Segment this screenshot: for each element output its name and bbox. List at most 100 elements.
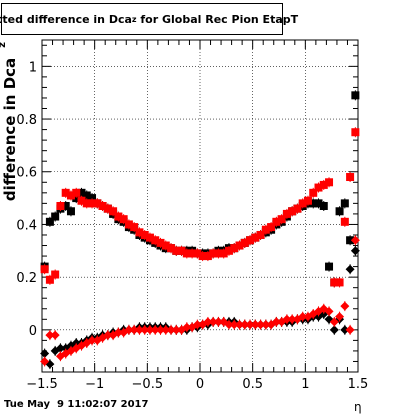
data-point [309, 188, 318, 197]
data-point [324, 306, 334, 316]
data-point [314, 199, 323, 208]
data-point [192, 320, 202, 330]
data-point [229, 320, 239, 330]
data-point [140, 325, 150, 335]
data-point [103, 204, 112, 213]
data-point [129, 325, 139, 335]
data-point [114, 212, 123, 221]
data-point [282, 209, 291, 218]
data-point [172, 246, 181, 255]
data-point [319, 202, 328, 210]
data-point [271, 317, 281, 327]
data-point [61, 188, 70, 197]
chart-title-prefix: Fitted difference in Dca [0, 12, 132, 26]
data-point [145, 233, 154, 242]
data-point [151, 236, 160, 245]
data-point [167, 244, 176, 253]
data-point [51, 212, 60, 221]
data-point [134, 325, 144, 335]
data-point [230, 244, 239, 253]
data-point [98, 202, 107, 210]
data-point [156, 238, 165, 247]
data-point [182, 322, 192, 332]
data-point [314, 183, 323, 192]
data-point [40, 349, 50, 359]
data-point [293, 204, 302, 213]
x-tick-label: 1 [301, 377, 309, 392]
data-point [45, 275, 54, 284]
data-point [256, 320, 266, 330]
chart-title-subscript: z [131, 14, 137, 24]
y-tick-label: 0.2 [16, 271, 37, 286]
data-points [40, 90, 360, 370]
y-tick-label: 0 [29, 324, 37, 339]
data-point [340, 217, 349, 226]
data-point [135, 228, 144, 237]
data-point [340, 325, 350, 335]
data-point [224, 320, 234, 330]
data-point [82, 199, 91, 208]
y-tick-label: 0.6 [16, 166, 37, 181]
data-point [40, 265, 49, 274]
data-point [72, 188, 81, 197]
data-point [346, 173, 355, 182]
data-point [166, 325, 176, 335]
data-point [240, 320, 250, 330]
data-point [309, 199, 318, 208]
data-point [235, 320, 244, 330]
x-tick-label: −1.5 [26, 377, 58, 392]
data-point [113, 327, 123, 337]
data-point [203, 317, 213, 327]
data-point [335, 312, 345, 322]
data-point [298, 312, 308, 322]
data-point [350, 246, 360, 256]
x-tick-label: 0.5 [242, 377, 263, 392]
data-point [88, 199, 97, 208]
data-point [235, 241, 244, 250]
data-point [214, 249, 223, 258]
data-point [119, 215, 128, 224]
data-point [340, 301, 350, 311]
data-point [156, 325, 165, 335]
data-point [267, 223, 276, 232]
data-point [145, 325, 155, 335]
data-point [45, 217, 54, 226]
data-point [88, 194, 97, 203]
data-point [325, 178, 334, 187]
data-point [87, 335, 97, 345]
data-point [140, 230, 149, 239]
data-point [319, 180, 328, 189]
data-point [256, 230, 265, 239]
data-point [66, 191, 75, 200]
data-point [161, 325, 171, 335]
data-point [303, 196, 312, 205]
series-2 [40, 127, 360, 288]
x-tick-label: 0 [196, 377, 204, 392]
data-point [272, 217, 281, 226]
data-point [335, 278, 344, 287]
data-point [56, 202, 65, 210]
data-point [124, 220, 133, 229]
data-point [72, 194, 81, 203]
data-point [288, 207, 297, 216]
data-point [240, 238, 249, 247]
data-point [245, 320, 255, 330]
x-tick-label: −0.5 [132, 377, 164, 392]
data-point [103, 330, 113, 340]
data-point [329, 317, 339, 327]
data-point [177, 246, 186, 255]
y-tick-label: 0.8 [16, 113, 37, 128]
data-point [261, 320, 271, 330]
data-point [203, 252, 212, 261]
data-point [77, 188, 86, 197]
data-point [213, 317, 223, 327]
data-point [345, 264, 355, 274]
data-point [55, 343, 65, 353]
data-point [224, 246, 233, 255]
data-point [351, 128, 360, 137]
data-point [50, 330, 60, 340]
series-4 [40, 235, 360, 367]
data-point [51, 270, 60, 279]
